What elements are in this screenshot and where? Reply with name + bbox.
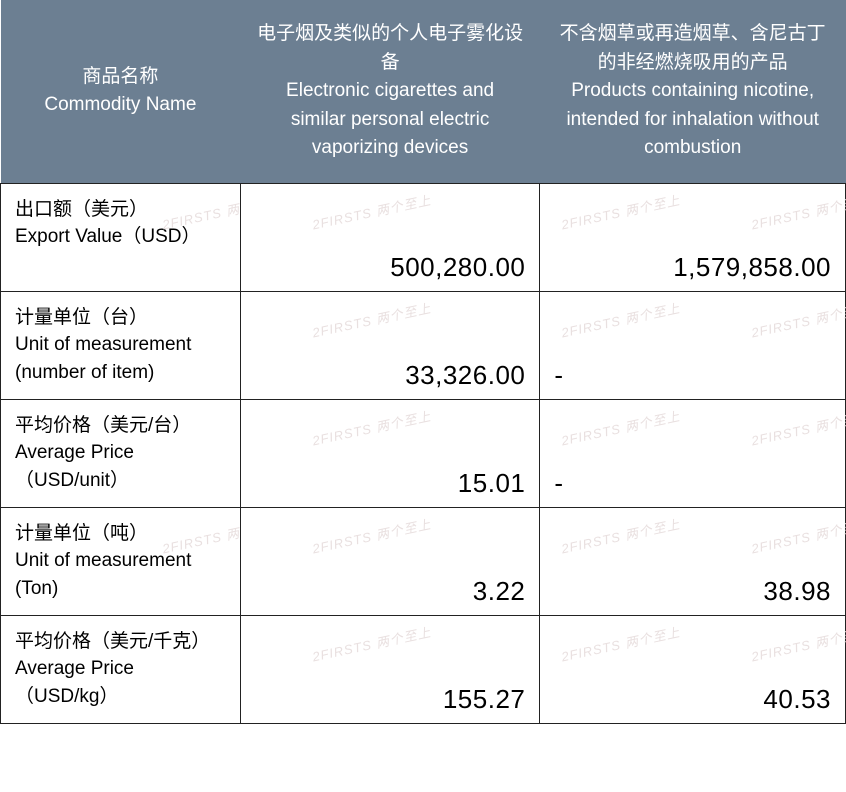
watermark-icon: 2FIRSTS 两个至上: [310, 405, 432, 449]
table-header-row: 商品名称 Commodity Name 电子烟及类似的个人电子雾化设备 Elec…: [1, 0, 846, 183]
value-avg-price-unit-2: -: [554, 468, 563, 499]
row-en: Unit of measurement (number of item): [15, 331, 226, 386]
table-row: 计量单位（吨） Unit of measurement (Ton) 2FIRST…: [1, 507, 846, 615]
cell-unit-item-1: 2FIRSTS 两个至上 33,326.00: [240, 291, 540, 399]
value-avg-price-unit-1: 15.01: [458, 468, 526, 499]
row-cn: 出口额（美元）: [15, 196, 226, 224]
cell-avg-price-kg-2: 2FIRSTS 两个至上 2FIRSTS 两个至上 40.53: [540, 615, 846, 723]
header-cn-2: 不含烟草或再造烟草、含尼古丁的非经燃烧吸用的产品: [556, 20, 830, 77]
cell-avg-price-unit-2: 2FIRSTS 两个至上 2FIRSTS 两个至上 -: [540, 399, 846, 507]
header-en-1: Electronic cigarettes and similar person…: [256, 77, 524, 163]
row-label-avg-price-unit: 平均价格（美元/台） Average Price （USD/unit）: [1, 399, 241, 507]
row-en: Unit of measurement (Ton): [15, 547, 226, 602]
watermark-icon: 2FIRSTS 两个至上: [310, 513, 432, 557]
cell-unit-ton-2: 2FIRSTS 两个至上 2FIRSTS 两个至上 38.98: [540, 507, 846, 615]
watermark-icon: 2FIRSTS 两个至上: [750, 513, 846, 557]
table-row: 平均价格（美元/台） Average Price （USD/unit） 2FIR…: [1, 399, 846, 507]
cell-unit-ton-1: 2FIRSTS 两个至上 3.22: [240, 507, 540, 615]
watermark-icon: 2FIRSTS 两个至上: [310, 297, 432, 341]
cell-avg-price-unit-1: 2FIRSTS 两个至上 15.01: [240, 399, 540, 507]
cell-export-value-2: 2FIRSTS 两个至上 2FIRSTS 两个至上 1,579,858.00: [540, 183, 846, 291]
row-label-unit-item: 计量单位（台） Unit of measurement (number of i…: [1, 291, 241, 399]
row-en: Export Value（USD）: [15, 223, 226, 251]
value-unit-item-1: 33,326.00: [405, 360, 525, 391]
table-row: 平均价格（美元/千克） Average Price （USD/kg） 2FIRS…: [1, 615, 846, 723]
commodity-table: 商品名称 Commodity Name 电子烟及类似的个人电子雾化设备 Elec…: [0, 0, 846, 724]
watermark-icon: 2FIRSTS 两个至上: [560, 621, 682, 665]
value-unit-item-2: -: [554, 360, 563, 391]
row-cn: 计量单位（台）: [15, 304, 226, 332]
watermark-icon: 2FIRSTS 两个至上: [560, 297, 682, 341]
watermark-icon: 2FIRSTS 两个至上: [310, 189, 432, 233]
row-en: Average Price （USD/unit）: [15, 439, 226, 494]
header-cn-0: 商品名称: [17, 63, 225, 92]
value-unit-ton-2: 38.98: [763, 576, 831, 607]
watermark-icon: 2FIRSTS 两个至上: [560, 189, 682, 233]
row-label-unit-ton: 计量单位（吨） Unit of measurement (Ton) 2FIRST…: [1, 507, 241, 615]
row-cn: 计量单位（吨）: [15, 520, 226, 548]
value-export-1: 500,280.00: [390, 252, 525, 283]
watermark-icon: 2FIRSTS 两个至上: [560, 513, 682, 557]
header-nicotine-products: 不含烟草或再造烟草、含尼古丁的非经燃烧吸用的产品 Products contai…: [540, 0, 846, 183]
value-avg-price-kg-1: 155.27: [443, 684, 526, 715]
header-en-0: Commodity Name: [17, 91, 225, 120]
table-body: 出口额（美元） Export Value（USD） 2FIRSTS 两个至上 2…: [1, 183, 846, 723]
watermark-icon: 2FIRSTS 两个至上: [750, 189, 846, 233]
row-label-avg-price-kg: 平均价格（美元/千克） Average Price （USD/kg）: [1, 615, 241, 723]
value-avg-price-kg-2: 40.53: [763, 684, 831, 715]
row-cn: 平均价格（美元/台）: [15, 412, 226, 440]
watermark-icon: 2FIRSTS 两个至上: [560, 405, 682, 449]
cell-unit-item-2: 2FIRSTS 两个至上 2FIRSTS 两个至上 -: [540, 291, 846, 399]
header-commodity-name: 商品名称 Commodity Name: [1, 0, 241, 183]
header-ecig: 电子烟及类似的个人电子雾化设备 Electronic cigarettes an…: [240, 0, 540, 183]
header-en-2: Products containing nicotine, intended f…: [556, 77, 830, 163]
watermark-icon: 2FIRSTS 两个至上: [750, 297, 846, 341]
value-export-2: 1,579,858.00: [673, 252, 831, 283]
row-label-export-value: 出口额（美元） Export Value（USD） 2FIRSTS 两个至上: [1, 183, 241, 291]
header-cn-1: 电子烟及类似的个人电子雾化设备: [256, 20, 524, 77]
watermark-icon: 2FIRSTS 两个至上: [310, 621, 432, 665]
cell-export-value-1: 2FIRSTS 两个至上 500,280.00: [240, 183, 540, 291]
watermark-icon: 2FIRSTS 两个至上: [750, 405, 846, 449]
table-row: 出口额（美元） Export Value（USD） 2FIRSTS 两个至上 2…: [1, 183, 846, 291]
cell-avg-price-kg-1: 2FIRSTS 两个至上 155.27: [240, 615, 540, 723]
table-row: 计量单位（台） Unit of measurement (number of i…: [1, 291, 846, 399]
row-en: Average Price （USD/kg）: [15, 655, 226, 710]
watermark-icon: 2FIRSTS 两个至上: [750, 621, 846, 665]
value-unit-ton-1: 3.22: [473, 576, 526, 607]
row-cn: 平均价格（美元/千克）: [15, 628, 226, 656]
